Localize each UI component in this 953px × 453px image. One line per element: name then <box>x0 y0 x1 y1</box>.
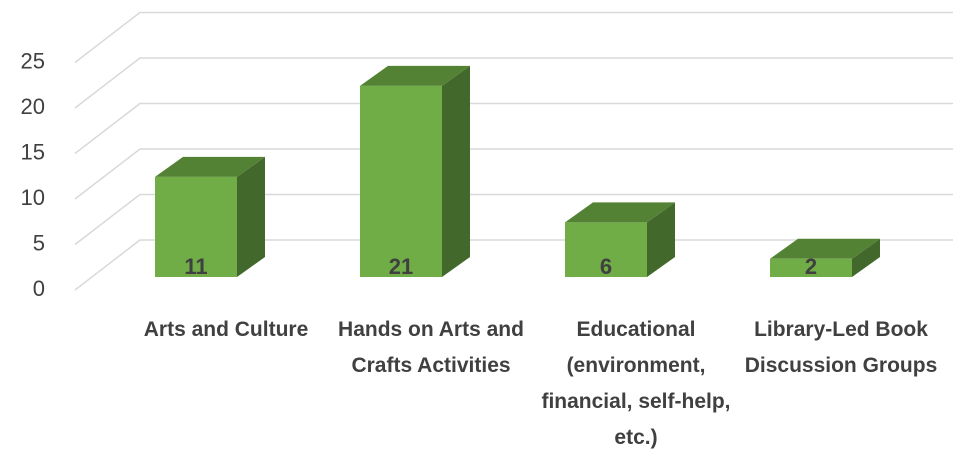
data-label: 2 <box>805 254 817 279</box>
data-label: 6 <box>600 254 612 279</box>
y-tick-label: 25 <box>21 48 45 73</box>
y-tick-label: 5 <box>33 230 45 255</box>
bar <box>155 176 237 277</box>
grid-line <box>74 11 953 64</box>
bar-side <box>442 65 470 278</box>
grid-line <box>74 193 953 246</box>
grid-line <box>74 102 953 155</box>
bar <box>360 85 442 278</box>
x-tick-label: Arts and Culture <box>143 318 309 341</box>
bar-side <box>647 202 675 277</box>
x-tick-label: Educational (environment, financial, sel… <box>541 318 731 449</box>
x-tick-label: Hands on Arts and Crafts Activities <box>338 318 524 377</box>
bar-top <box>770 238 880 259</box>
grid-line <box>74 239 953 291</box>
data-label: 21 <box>389 254 413 279</box>
x-tick-label: Library-Led Book Discussion Groups <box>744 318 938 377</box>
y-tick-label: 15 <box>21 139 45 164</box>
bar-top <box>360 65 470 86</box>
y-tick-label: 20 <box>21 94 45 119</box>
data-label: 11 <box>184 254 207 279</box>
bar-top <box>565 202 675 223</box>
bar-top <box>155 156 265 177</box>
bar-side <box>237 156 265 277</box>
grid-line <box>74 148 953 200</box>
y-tick-label: 10 <box>21 185 45 210</box>
y-tick-label: 0 <box>33 276 45 301</box>
bar <box>770 258 852 277</box>
bar-side <box>852 238 880 277</box>
bar <box>565 222 647 277</box>
grid-line <box>74 57 953 109</box>
